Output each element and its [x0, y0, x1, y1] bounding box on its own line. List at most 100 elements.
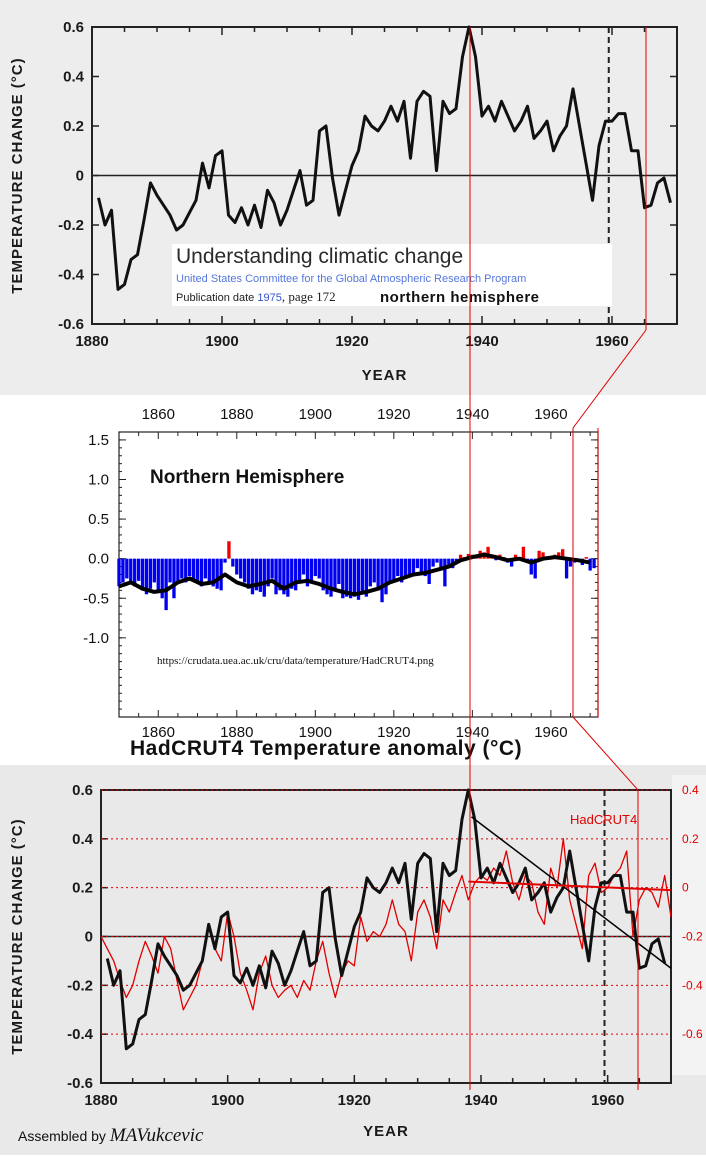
anomaly-bar: [529, 558, 533, 575]
anomaly-bar: [533, 558, 537, 579]
x-tick-label: 1940: [465, 333, 498, 350]
y-tick-label: 0: [85, 929, 93, 946]
credit-prefix: Assembled by: [18, 1128, 106, 1144]
anomaly-bar: [521, 546, 526, 559]
anomaly-bar: [403, 558, 408, 579]
anomaly-bar: [231, 558, 235, 567]
credit-signature: MAVukcevic: [109, 1125, 204, 1146]
anomaly-bar: [561, 549, 565, 559]
anomaly-bar: [203, 558, 208, 579]
anomaly-bar: [215, 558, 219, 589]
anomaly-bar: [156, 558, 160, 592]
anomaly-bar: [133, 558, 137, 587]
anomaly-bar: [125, 558, 129, 579]
anomaly-bar: [557, 552, 561, 559]
anomaly-bar: [321, 558, 325, 591]
x-tick-label: 1960: [534, 724, 567, 741]
credit: Assembled by MAVukcevic: [18, 1125, 203, 1147]
anomaly-bar: [191, 558, 196, 581]
anomaly-bar: [129, 558, 133, 583]
anomaly-bar: [266, 558, 270, 587]
anomaly-bar: [513, 554, 518, 559]
anomaly-bar: [223, 558, 227, 563]
y-tick-label: -0.4: [67, 1026, 94, 1043]
anomaly-bar: [443, 558, 447, 587]
x-tick-label: 1940: [456, 724, 489, 741]
anomaly-bar: [219, 558, 223, 591]
x-tick-label: 1900: [299, 724, 332, 741]
series-line-1975: [105, 788, 667, 1051]
anomaly-bar: [286, 558, 290, 597]
anomaly-bar: [325, 558, 329, 595]
anomaly-bar: [121, 558, 125, 583]
y-tick-label: -0.5: [83, 590, 109, 607]
right-y-tick-label: 0: [682, 881, 689, 895]
anomaly-bar: [227, 541, 231, 559]
anomaly-bar: [396, 558, 400, 577]
y-tick-label: -0.2: [58, 217, 84, 234]
anomaly-bar: [423, 558, 427, 577]
anomaly-bar: [168, 558, 172, 583]
anomaly-bar: [274, 558, 278, 595]
anomaly-bar: [486, 546, 490, 559]
source-publication: Publication date 1975, page 172: [176, 289, 336, 305]
anomaly-bar: [211, 558, 215, 587]
anomaly-bar: [152, 558, 156, 583]
source-org: United States Committee for the Global A…: [176, 273, 527, 285]
anomaly-bar: [180, 558, 184, 579]
anomaly-bar: [239, 558, 243, 579]
y-tick-label: 1.5: [88, 432, 109, 449]
anomaly-bar: [144, 558, 149, 595]
pub-label: Publication date: [176, 292, 255, 304]
y-axis-label: TEMPERATURE CHANGE (°C): [9, 57, 26, 293]
anomaly-bar: [337, 558, 341, 584]
y-tick-label: -0.4: [58, 267, 85, 284]
source-title: Understanding climatic change: [176, 245, 464, 268]
x-tick-label: 1880: [220, 724, 253, 741]
anomaly-bar: [290, 558, 294, 589]
anomaly-bar: [400, 558, 404, 583]
anomaly-bar: [592, 558, 596, 569]
anomaly-bar: [431, 558, 435, 567]
black-trend-line: [471, 816, 672, 969]
anomaly-bar: [309, 558, 314, 583]
x-tick-label-top: 1940: [456, 406, 489, 423]
y-tick-label: 0.6: [63, 19, 84, 36]
y-tick-label: -0.6: [58, 316, 84, 333]
anomaly-bar: [282, 558, 286, 595]
anomaly-bar: [235, 558, 239, 575]
hadcrut-caption: HadCRUT4 Temperature anomaly (°C): [130, 737, 523, 760]
anomaly-bar: [584, 557, 588, 559]
anomaly-bar: [176, 558, 180, 584]
anomaly-bar: [297, 558, 302, 581]
anomaly-bar: [364, 558, 369, 597]
y-tick-label: 0: [76, 168, 84, 185]
chart-overlay: 0.6 0.4 0.2 0 -0.2 -0.4 -0.6 0.4 0.2 0 -0.2 -0.4 -0.…: [9, 775, 706, 1140]
x-tick-label: 1940: [464, 1092, 497, 1109]
anomaly-bar: [117, 558, 121, 587]
x-tick-label: 1880: [75, 333, 108, 350]
source-url: https://crudata.uea.ac.uk/cru/data/tempe…: [155, 655, 436, 667]
source-hemisphere: northern hemisphere: [380, 289, 540, 306]
anomaly-bar: [329, 558, 333, 597]
x-tick-label: 1920: [335, 333, 368, 350]
source-annotation: Understanding climatic change United Sta…: [172, 244, 612, 306]
anomaly-bar: [588, 558, 592, 571]
anomaly-bar: [537, 550, 541, 559]
anomaly-bar: [380, 558, 384, 603]
anomaly-bar: [352, 558, 357, 597]
anomaly-bar: [172, 558, 176, 599]
pub-year: 1975: [257, 292, 282, 304]
x-tick-label: 1920: [338, 1092, 371, 1109]
anomaly-bar: [494, 558, 498, 561]
chart-1975-panel: 0.6 0.4 0.2 0 -0.2 -0.4 -0.6 1880 1900 1920 1940 19…: [0, 0, 706, 395]
anomaly-bar: [294, 558, 298, 591]
anomaly-bar: [541, 552, 545, 559]
y-tick-label: 0.0: [88, 551, 109, 568]
anomaly-bar: [160, 558, 164, 599]
anomaly-bar: [447, 558, 451, 567]
anomaly-bar: [317, 558, 321, 579]
y-tick-label: -1.0: [83, 630, 109, 647]
x-tick-label: 1900: [211, 1092, 244, 1109]
